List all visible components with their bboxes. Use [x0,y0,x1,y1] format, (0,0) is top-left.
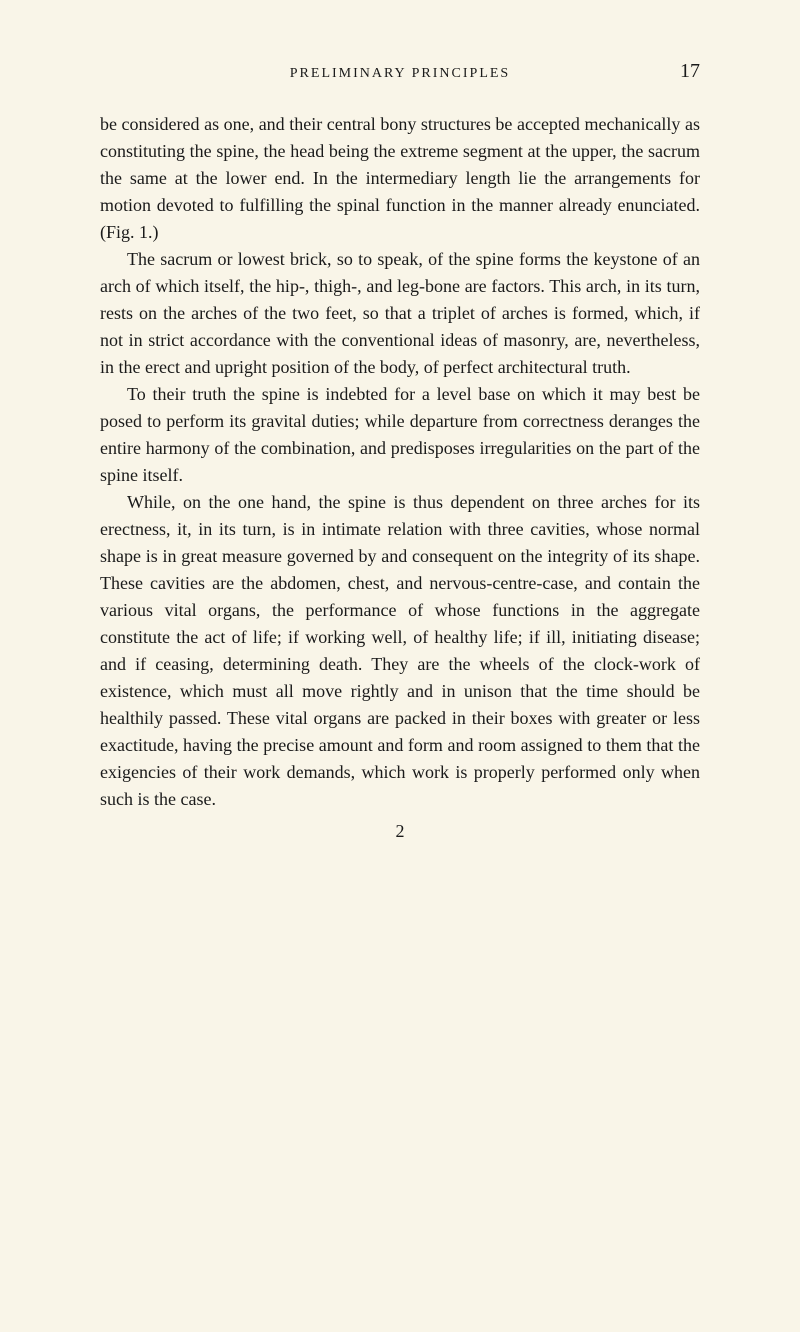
paragraph-3: To their truth the spine is indebted for… [100,381,700,489]
paragraph-2: The sacrum or lowest brick, so to speak,… [100,246,700,381]
page-header: PRELIMINARY PRINCIPLES 17 [100,60,700,83]
signature-number: 2 [100,821,700,842]
body-text: be considered as one, and their central … [100,111,700,813]
page-number: 17 [660,60,700,83]
paragraph-4: While, on the one hand, the spine is thu… [100,489,700,813]
running-head: PRELIMINARY PRINCIPLES [140,66,660,82]
paragraph-1: be considered as one, and their central … [100,111,700,246]
